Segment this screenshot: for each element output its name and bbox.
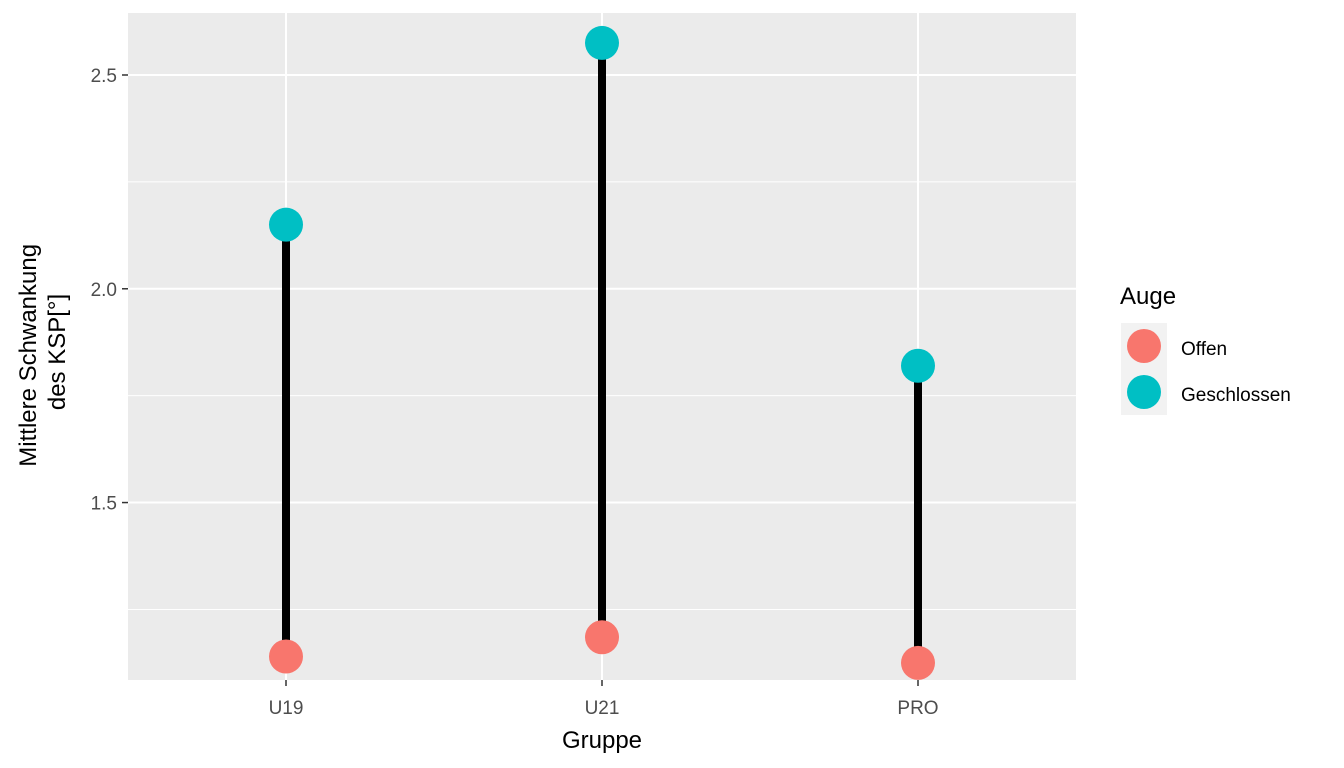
- y-tick-label: 2.0: [91, 280, 117, 301]
- point-offen-u21: [585, 620, 619, 655]
- y-tick-label: 1.5: [91, 494, 117, 515]
- legend-title: Auge: [1120, 283, 1176, 310]
- data-points: [269, 25, 935, 680]
- legend: Auge Offen Geschlossen: [1120, 283, 1291, 415]
- legend-key-offen: [1127, 329, 1161, 363]
- x-axis-title: Gruppe: [562, 727, 642, 754]
- dumbbell-segments: [282, 42, 922, 663]
- legend-label-geschlossen: Geschlossen: [1181, 385, 1291, 406]
- point-offen-pro: [901, 645, 935, 680]
- x-tick-label: U19: [269, 698, 304, 719]
- x-axis-ticks: U19 U21 PRO: [269, 680, 939, 719]
- y-axis-title-line-1: Mittlere Schwankung: [15, 244, 42, 467]
- y-tick-label: 2.5: [91, 66, 117, 87]
- y-axis-title: Mittlere Schwankung des KSP[°]: [15, 237, 71, 466]
- x-tick-label: U21: [585, 698, 620, 719]
- y-axis-ticks: 1.5 2.0 2.5: [91, 66, 128, 515]
- point-geschlossen-u19: [269, 207, 303, 242]
- legend-label-offen: Offen: [1181, 339, 1227, 360]
- x-tick-label: PRO: [897, 698, 938, 719]
- y-axis-title-line-2: des KSP[°]: [44, 294, 71, 410]
- legend-key-geschlossen: [1127, 375, 1161, 409]
- point-offen-u19: [269, 639, 303, 674]
- point-geschlossen-pro: [901, 348, 935, 383]
- point-geschlossen-u21: [585, 25, 619, 60]
